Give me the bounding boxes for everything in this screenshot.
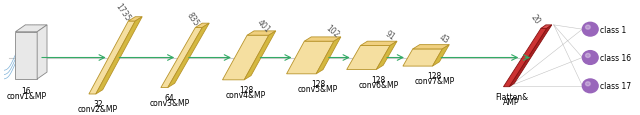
Circle shape bbox=[582, 51, 598, 65]
Polygon shape bbox=[96, 18, 142, 94]
Polygon shape bbox=[347, 46, 390, 70]
Text: 128: 128 bbox=[239, 85, 253, 94]
Text: conv3&MP: conv3&MP bbox=[150, 98, 190, 107]
Text: 32: 32 bbox=[93, 99, 102, 108]
Text: conv4&MP: conv4&MP bbox=[226, 90, 266, 99]
Text: 128: 128 bbox=[311, 79, 325, 88]
Text: 401: 401 bbox=[255, 18, 272, 34]
Polygon shape bbox=[541, 26, 552, 29]
Text: 16: 16 bbox=[22, 86, 31, 95]
Polygon shape bbox=[129, 18, 142, 22]
Polygon shape bbox=[223, 36, 269, 80]
Polygon shape bbox=[15, 32, 37, 79]
Polygon shape bbox=[504, 29, 547, 87]
Polygon shape bbox=[360, 42, 397, 46]
Circle shape bbox=[586, 82, 590, 86]
Text: conv2&MP: conv2&MP bbox=[77, 104, 118, 113]
Text: Flatten&: Flatten& bbox=[495, 92, 528, 101]
Polygon shape bbox=[305, 38, 341, 42]
Text: 102: 102 bbox=[323, 24, 340, 40]
Text: conv1&MP: conv1&MP bbox=[6, 91, 46, 100]
Text: 64: 64 bbox=[165, 93, 175, 102]
Circle shape bbox=[582, 79, 598, 93]
Polygon shape bbox=[287, 42, 334, 74]
Polygon shape bbox=[403, 49, 442, 66]
Polygon shape bbox=[376, 42, 397, 70]
Polygon shape bbox=[413, 45, 449, 49]
Polygon shape bbox=[247, 32, 276, 36]
Polygon shape bbox=[433, 45, 449, 66]
Text: 43: 43 bbox=[437, 33, 450, 45]
Polygon shape bbox=[15, 26, 47, 32]
Text: conv5&MP: conv5&MP bbox=[298, 84, 339, 93]
Text: AMP: AMP bbox=[503, 97, 520, 106]
Polygon shape bbox=[89, 22, 135, 94]
Text: 835: 835 bbox=[185, 10, 200, 27]
Circle shape bbox=[586, 26, 590, 30]
Polygon shape bbox=[161, 28, 202, 88]
Text: 1735: 1735 bbox=[114, 2, 132, 23]
Text: class 1: class 1 bbox=[600, 25, 627, 34]
Circle shape bbox=[586, 54, 590, 58]
Text: 20: 20 bbox=[529, 13, 542, 26]
Polygon shape bbox=[168, 24, 209, 88]
Polygon shape bbox=[37, 26, 47, 79]
Text: 91: 91 bbox=[383, 29, 396, 42]
Text: conv7&MP: conv7&MP bbox=[414, 77, 454, 86]
Polygon shape bbox=[195, 24, 209, 28]
Polygon shape bbox=[244, 32, 276, 80]
Polygon shape bbox=[316, 38, 341, 74]
Polygon shape bbox=[509, 26, 552, 87]
Text: class 17: class 17 bbox=[600, 82, 631, 91]
Text: class 16: class 16 bbox=[600, 54, 631, 62]
Text: conv6&MP: conv6&MP bbox=[358, 80, 398, 89]
Text: 128: 128 bbox=[371, 75, 385, 84]
Circle shape bbox=[582, 23, 598, 37]
Text: 128: 128 bbox=[428, 72, 442, 80]
